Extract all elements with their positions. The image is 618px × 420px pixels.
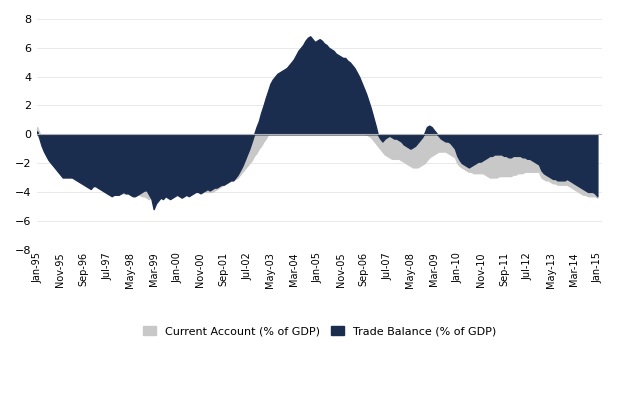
Legend: Current Account (% of GDP), Trade Balance (% of GDP): Current Account (% of GDP), Trade Balanc…: [138, 322, 501, 341]
